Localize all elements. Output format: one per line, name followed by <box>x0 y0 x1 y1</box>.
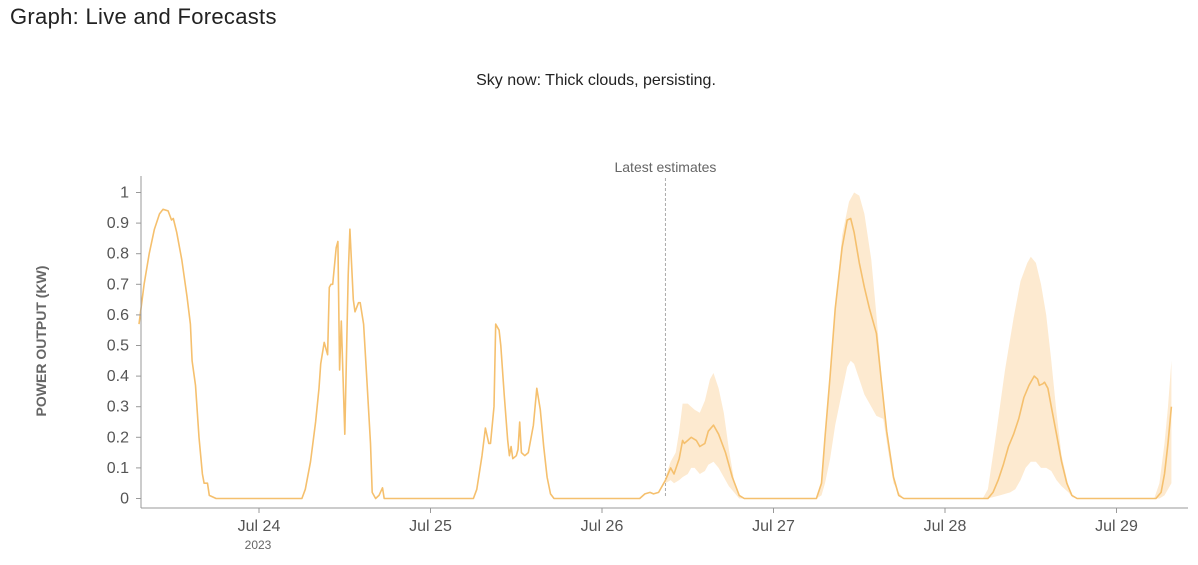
y-tick-label: 1 <box>120 185 129 202</box>
x-tick-label: Jul 24 <box>238 518 281 535</box>
y-tick-label: 0.3 <box>107 399 129 416</box>
x-tick-label: Jul 26 <box>581 518 624 535</box>
y-tick-label: 0.8 <box>107 246 129 263</box>
sky-status-text: Sky now: Thick clouds, persisting. <box>476 72 716 89</box>
forecast-uncertainty-band <box>665 192 1172 499</box>
axis-layer: 0 0.1 0.2 0.3 0.4 0.5 0.6 0.7 0.8 0.9 1 Jul 24 2023 J… <box>107 176 1188 552</box>
x-tick-label: Jul 27 <box>752 518 795 535</box>
y-axis-title: POWER OUTPUT (KW) <box>33 266 49 417</box>
forecast-band-layer <box>665 192 1172 499</box>
x-tick-label: Jul 25 <box>409 518 452 535</box>
y-tick-label: 0.9 <box>107 215 129 232</box>
series-line-forecast <box>664 217 1173 500</box>
x-tick-label: Jul 29 <box>1095 518 1138 535</box>
series-layer <box>138 208 1173 500</box>
y-tick-label: 0.1 <box>107 460 129 477</box>
y-tick-label: 0.5 <box>107 338 129 355</box>
y-tick-label: 0.4 <box>107 368 129 385</box>
annotation-layer: Latest estimates <box>614 159 716 496</box>
y-tick-label: 0.6 <box>107 307 129 324</box>
y-tick-label: 0 <box>120 491 129 508</box>
y-tick-label: 0.2 <box>107 429 129 446</box>
x-tick-label: Jul 28 <box>924 518 967 535</box>
page-title: Graph: Live and Forecasts <box>10 4 277 29</box>
latest-estimates-label: Latest estimates <box>614 159 716 175</box>
series-line-actual <box>138 208 667 500</box>
x-tick-year-label: 2023 <box>245 538 272 552</box>
y-tick-label: 0.7 <box>107 276 129 293</box>
